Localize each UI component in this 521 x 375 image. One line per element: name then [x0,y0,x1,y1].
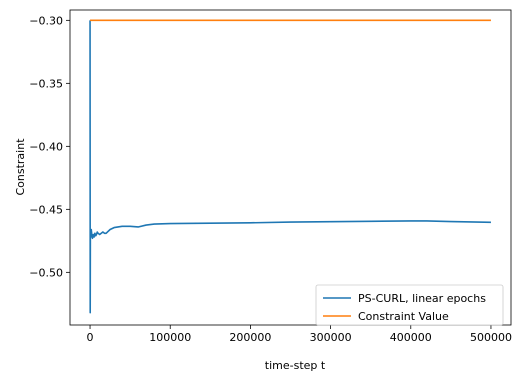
x-tick-label: 0 [87,331,94,344]
legend-box [315,284,504,326]
legend: PS-CURL, linear epochs Constraint Value [315,284,504,326]
legend-label-constraint-value: Constraint Value [358,310,449,323]
series-layer [89,19,491,314]
y-tick-label: −0.40 [29,140,63,153]
y-tick-label: −0.45 [29,203,63,216]
x-tick-label: 500000 [470,331,512,344]
y-axis-ticks: −0.50 −0.45 −0.40 −0.35 −0.30 [29,14,70,279]
axes-frame [69,9,512,326]
x-tick-label: 100000 [149,331,191,344]
legend-label-ps-curl: PS-CURL, linear epochs [358,292,486,305]
y-tick-label: −0.30 [29,14,63,27]
x-axis-label: time-step t [265,359,326,372]
y-tick-label: −0.35 [29,77,63,90]
series-line-0 [89,20,491,314]
y-tick-label: −0.50 [29,266,63,279]
plot-area [70,10,511,325]
x-tick-label: 400000 [390,331,432,344]
x-tick-label: 200000 [229,331,271,344]
x-axis-ticks: 0 100000 200000 300000 400000 500000 [87,325,512,344]
x-tick-label: 300000 [310,331,352,344]
y-axis-label: Constraint [14,138,27,196]
